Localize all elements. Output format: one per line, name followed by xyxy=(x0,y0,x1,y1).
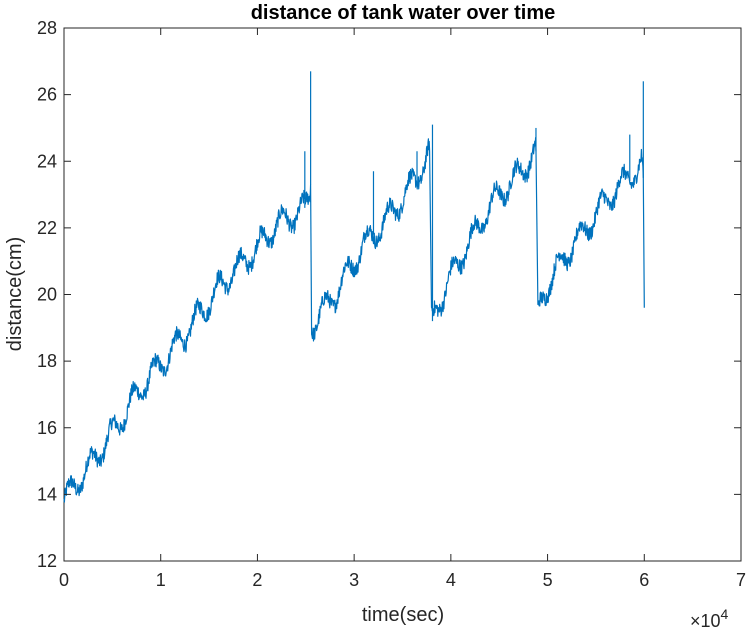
x-tick-label: 2 xyxy=(252,570,262,590)
axes-box xyxy=(63,27,742,562)
x-tick-label: 3 xyxy=(349,570,359,590)
x-tick-label: 7 xyxy=(736,570,746,590)
series-layer xyxy=(63,71,645,503)
series-line xyxy=(63,137,645,503)
y-axis: 12 14 16 18 20 22 24 26 28 xyxy=(37,18,741,571)
y-tick-label: 28 xyxy=(37,18,57,38)
chart-title: distance of tank water over time xyxy=(251,2,556,24)
x-tick-label: 4 xyxy=(446,570,456,590)
y-tick-label: 24 xyxy=(37,151,57,171)
y-tick-label: 16 xyxy=(37,418,57,438)
x-exponent-base: ×10 xyxy=(690,611,721,630)
x-tick-label: 0 xyxy=(59,570,69,590)
x-tick-label: 6 xyxy=(639,570,649,590)
x-axis: 0 1 2 3 4 5 6 7 xyxy=(59,28,746,590)
y-tick-label: 20 xyxy=(37,285,57,305)
y-tick-label: 22 xyxy=(37,218,57,238)
y-tick-label: 18 xyxy=(37,351,57,371)
x-tick-label: 1 xyxy=(156,570,166,590)
x-exponent-power: 4 xyxy=(721,606,729,622)
y-tick-label: 12 xyxy=(37,551,57,571)
x-axis-exponent: ×104 xyxy=(690,606,729,630)
y-tick-label: 14 xyxy=(37,484,57,504)
y-axis-label: distance(cm) xyxy=(4,237,26,351)
y-tick-label: 26 xyxy=(37,85,57,105)
x-tick-label: 5 xyxy=(543,570,553,590)
x-axis-label: time(sec) xyxy=(362,604,444,626)
